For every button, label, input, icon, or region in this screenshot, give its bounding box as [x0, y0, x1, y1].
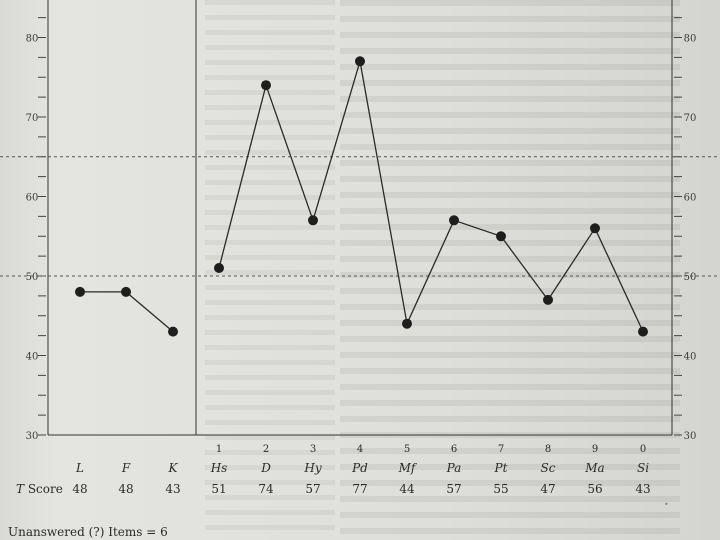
t-score-value: 57	[305, 482, 321, 496]
bleed-through-text-left	[205, 0, 335, 540]
clinical-scale-label: Pt	[494, 461, 508, 475]
clinical-scale-label: Mf	[398, 461, 416, 475]
clinical-scale-label: D	[261, 461, 271, 475]
page-mark: •	[664, 500, 669, 509]
t-score-value: 43	[635, 482, 651, 496]
chart-frame	[47, 0, 673, 436]
t-score-value: 57	[446, 482, 462, 496]
left-tick-label: 60	[26, 193, 39, 204]
validity-scale-point	[75, 286, 85, 297]
t-score-value: 48	[72, 482, 88, 496]
t-score-value: 77	[352, 482, 368, 496]
clinical-scale-number: 5	[403, 444, 411, 455]
clinical-scale-point	[355, 56, 365, 67]
validity-scale-label: F	[121, 461, 131, 475]
clinical-scale-number: 7	[497, 444, 505, 455]
clinical-scale-label: Pa	[446, 461, 462, 475]
right-tick-label: 30	[684, 431, 697, 442]
clinical-scale-point	[261, 80, 271, 91]
clinical-scale-point	[449, 215, 459, 226]
clinical-scale-point	[496, 231, 506, 242]
right-tick-label: 80	[684, 34, 697, 45]
left-tick-label: 50	[26, 272, 39, 283]
clinical-scale-number: 0	[639, 444, 647, 455]
t-score-value: 43	[165, 482, 181, 496]
clinical-scale-point	[590, 223, 600, 234]
right-tick-label: 40	[684, 352, 697, 363]
clinical-scale-number: 1	[215, 444, 223, 455]
clinical-scale-point	[543, 294, 553, 305]
validity-scale-point	[168, 326, 178, 337]
t-score-value: 56	[587, 482, 603, 496]
t-score-value: 51	[211, 482, 227, 496]
clinical-scale-line	[218, 61, 644, 332]
validity-scale-point	[121, 286, 131, 297]
left-tick-label: 70	[26, 113, 39, 124]
clinical-scale-point	[638, 326, 648, 337]
left-tick-label: 40	[26, 352, 39, 363]
clinical-scale-label: Sc	[540, 461, 556, 475]
clinical-scale-label: Hy	[304, 461, 322, 475]
right-tick-label: 70	[684, 113, 697, 124]
clinical-scale-number: 2	[262, 444, 270, 455]
right-tick-label: 50	[684, 272, 697, 283]
clinical-scale-label: Ma	[585, 461, 605, 475]
clinical-scale-label: Si	[636, 461, 650, 475]
t-score-value: 47	[540, 482, 556, 496]
bleed-through-text	[340, 0, 680, 540]
clinical-scale-label: Pd	[352, 461, 368, 475]
left-tick-label: 30	[26, 431, 39, 442]
clinical-scale-number: 6	[450, 444, 458, 455]
unanswered-items-note: Unanswered (?) Items = 6	[8, 525, 168, 539]
validity-scale-label: K	[168, 461, 178, 475]
left-tick-label: 80	[26, 34, 39, 45]
clinical-scale-number: 9	[591, 444, 599, 455]
clinical-scale-point	[402, 318, 412, 329]
series-lines	[80, 61, 644, 333]
clinical-scale-label: Hs	[210, 461, 228, 475]
validity-scale-line	[80, 291, 174, 333]
clinical-scale-number: 3	[309, 444, 317, 455]
t-score-value: 55	[493, 482, 509, 496]
clinical-scale-point	[214, 263, 224, 273]
right-tick-label: 60	[684, 193, 697, 204]
t-score-value: 44	[399, 482, 415, 496]
clinical-scale-number: 4	[356, 444, 364, 455]
clinical-scale-point	[308, 215, 318, 226]
t-score-value: 74	[258, 482, 274, 496]
t-score-label: T Score	[16, 482, 63, 496]
t-score-label-t: T	[16, 482, 25, 496]
series-points	[75, 56, 648, 337]
t-score-label-rest: Score	[24, 482, 63, 496]
reference-lines	[0, 156, 720, 277]
t-score-value: 48	[118, 482, 134, 496]
validity-scale-label: L	[76, 461, 84, 475]
clinical-scale-number: 8	[544, 444, 552, 455]
